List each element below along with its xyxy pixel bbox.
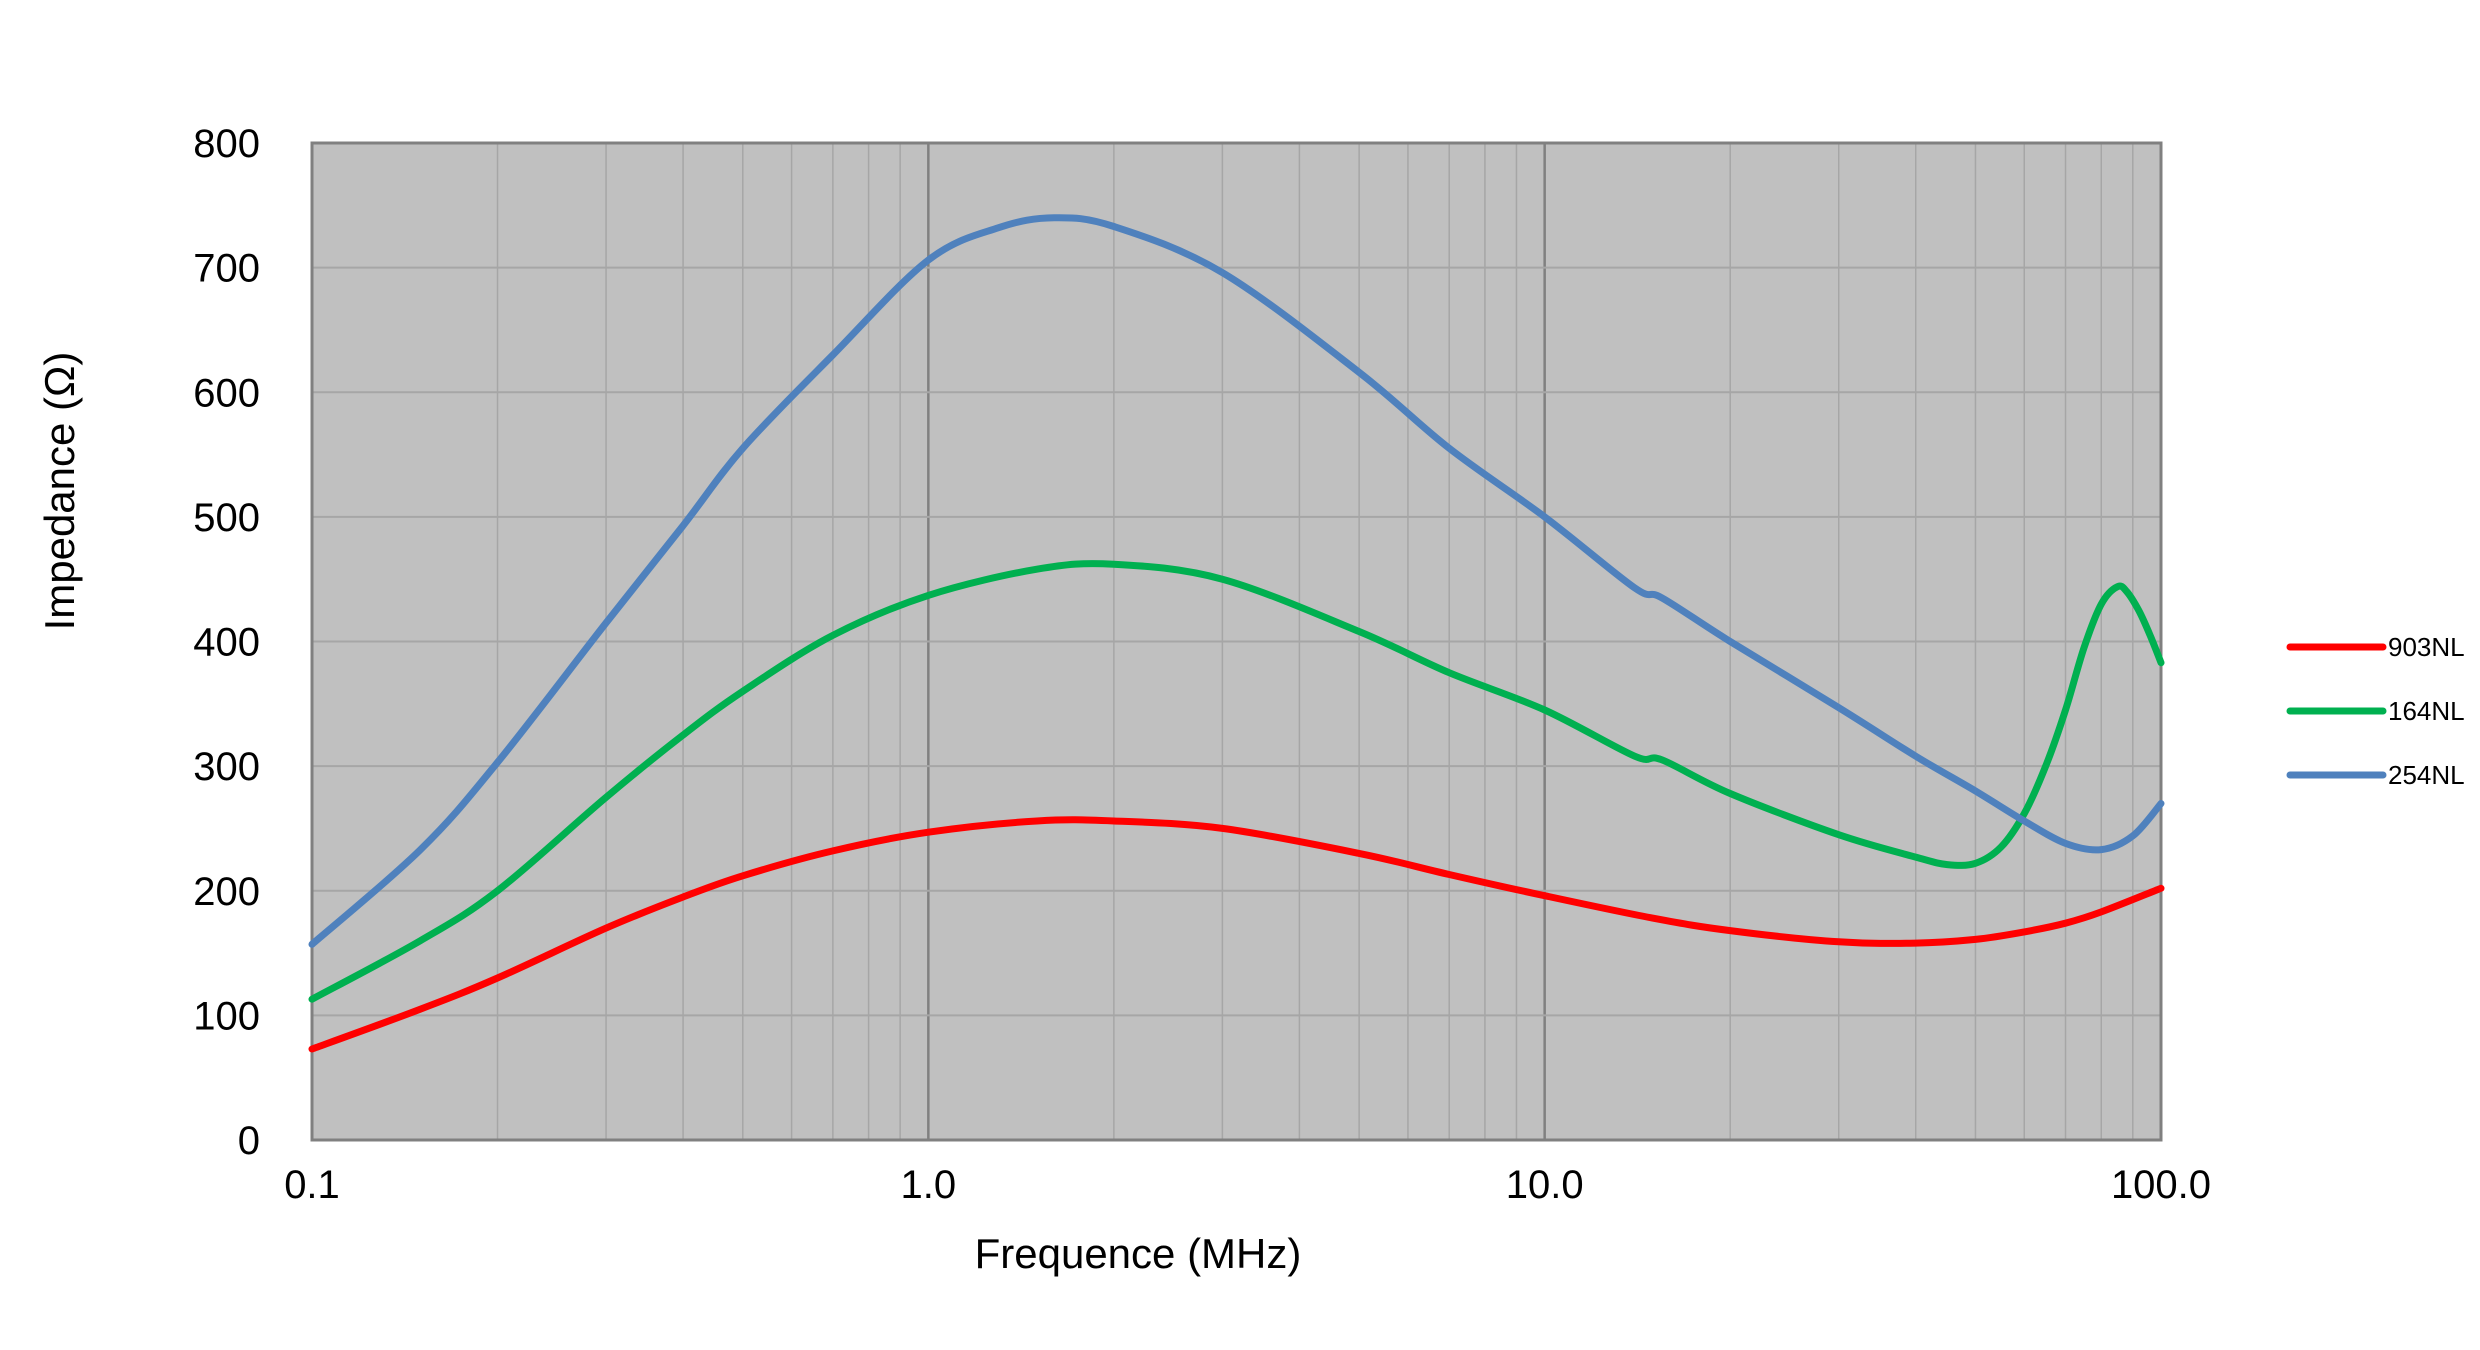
- series-line-903NL: [308, 816, 2165, 1053]
- y-axis-title: Impedance (Ω): [36, 352, 83, 631]
- y-tick-label: 300: [193, 745, 260, 789]
- y-tick-label: 600: [193, 371, 260, 415]
- legend-label-164NL: 164NL: [2388, 696, 2465, 726]
- series-line-254NL: [308, 214, 2165, 948]
- y-tick-label: 700: [193, 247, 260, 291]
- x-tick-label: 10.0: [1506, 1163, 1584, 1207]
- y-tick-label: 100: [193, 994, 260, 1038]
- y-tick-label: 800: [193, 122, 260, 166]
- legend-label-254NL: 254NL: [2388, 760, 2465, 790]
- x-tick-label: 100.0: [2111, 1163, 2211, 1207]
- series-lines: [308, 214, 2165, 1053]
- y-tick-label: 500: [193, 496, 260, 540]
- legend: 903NL 164NL 254NL: [2286, 632, 2465, 790]
- y-tick-label: 400: [193, 621, 260, 665]
- x-tick-label: 1.0: [901, 1163, 957, 1207]
- y-tick-label: 200: [193, 870, 260, 914]
- y-tick-label: 0: [238, 1119, 260, 1163]
- series-line-164NL: [308, 560, 2165, 1003]
- x-tick-label: 0.1: [284, 1163, 340, 1207]
- plot-frame: [310, 141, 2163, 1142]
- x-axis-title: Frequence (MHz): [975, 1230, 1302, 1277]
- x-axis-ticks: 0.1 1.0 10.0 100.0: [284, 1163, 2211, 1207]
- y-axis-ticks: 0 100 200 300 400 500 600 700 800: [193, 122, 260, 1163]
- legend-label-903NL: 903NL: [2388, 632, 2465, 662]
